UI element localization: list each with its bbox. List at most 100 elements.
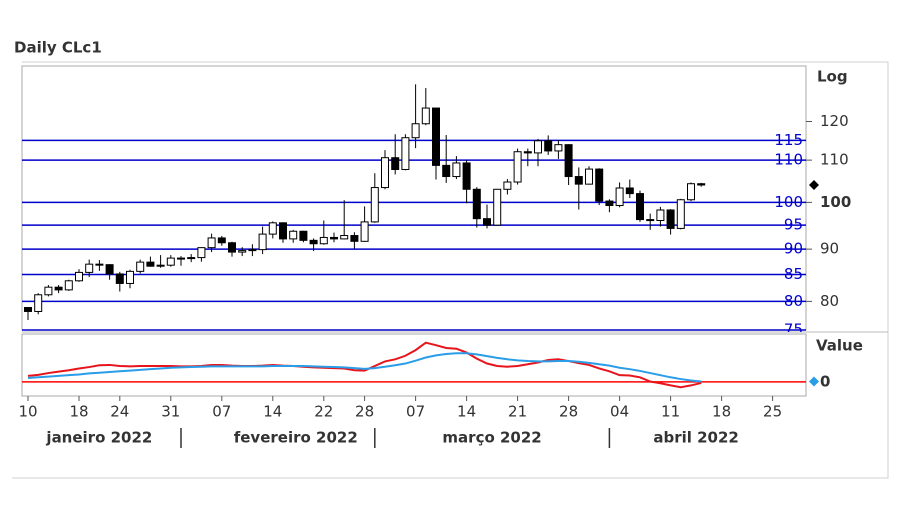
candle-body [177, 257, 185, 260]
candle-body [299, 230, 308, 241]
candle-body [564, 144, 573, 178]
candle-body [64, 280, 73, 291]
candle-body [636, 193, 644, 221]
last-value-marker [809, 376, 819, 387]
x-tick-label: 14 [263, 403, 282, 421]
y-tick-label: 120 [820, 112, 849, 130]
candle-body [452, 162, 461, 178]
candle-body [289, 230, 298, 240]
price-area: 75 80 85 90 95 100 110 115 80 90 100 110 120 [22, 84, 851, 332]
candle-body [523, 151, 532, 154]
y-tick-label: 110 [820, 151, 849, 169]
candle-body [34, 294, 43, 312]
candle-body [166, 257, 175, 266]
last-price-marker [809, 179, 819, 190]
candle-body [472, 188, 481, 220]
chart-title: Daily CLc1 [14, 39, 102, 57]
x-tick-label: 31 [161, 403, 180, 421]
oscillator-line [27, 341, 702, 389]
candle-body [370, 187, 379, 223]
level-label: 100 [774, 193, 803, 211]
level-label: 85 [784, 265, 803, 283]
oscillator-line [27, 352, 702, 383]
x-tick-label: 28 [559, 403, 578, 421]
candle-body [666, 209, 675, 229]
candle-body [462, 162, 471, 190]
x-tick-label: 14 [457, 403, 476, 421]
oscillator-panel [21, 333, 807, 397]
level-label: 80 [784, 292, 803, 310]
candle-body [687, 183, 695, 201]
candle-body [238, 250, 247, 253]
candle-body [115, 273, 124, 284]
candle-body [381, 157, 389, 189]
y-axis-label: Log [817, 68, 848, 86]
oscillator-area: 0 [22, 341, 830, 390]
level-label: 110 [774, 151, 803, 169]
candle-body [207, 237, 216, 249]
candle-body [268, 222, 277, 235]
y-tick-label: 90 [820, 240, 839, 258]
candle-body [24, 307, 32, 312]
candle-body [421, 107, 430, 125]
candle-body [217, 237, 226, 244]
level-label: 95 [784, 216, 803, 234]
candle-body [105, 264, 114, 275]
candle-body [554, 144, 563, 152]
candle-body [615, 187, 624, 207]
x-tick-label: 28 [355, 403, 374, 421]
candle-body [228, 242, 236, 253]
x-tick-label: 21 [508, 403, 527, 421]
candle-body [360, 221, 369, 242]
candle-body [401, 137, 410, 170]
candle-body [75, 271, 83, 282]
candle-body [493, 188, 502, 226]
candle-body [656, 209, 665, 221]
candle-body [574, 176, 583, 185]
candle-body [483, 218, 491, 226]
candle-body [442, 164, 451, 178]
candle-body [309, 239, 318, 245]
x-tick-label: 10 [18, 403, 37, 421]
y-tick-label: 80 [820, 292, 839, 310]
candle-body [187, 257, 196, 260]
x-tick-label: 25 [763, 403, 782, 421]
x-tick-label: 11 [661, 403, 680, 421]
x-tick-label: 18 [69, 403, 88, 421]
y-tick-label: 100 [820, 193, 851, 211]
candle-body [258, 233, 267, 251]
candle-body [544, 140, 553, 152]
candle-body [676, 199, 685, 229]
candle-body [319, 236, 328, 245]
candle-body [350, 235, 359, 242]
candle-body [391, 157, 400, 170]
x-axis: 10 18 24 31 07 14 22 28 07 14 21 28 04 11 18 25 janeiro … [18, 396, 782, 448]
candle-body [197, 247, 206, 259]
level-label: 90 [784, 240, 803, 258]
candle-body [330, 236, 338, 240]
month-label: janeiro 2022 [45, 429, 152, 447]
candle-body [156, 264, 165, 267]
candle-body [432, 107, 440, 166]
candle-body [54, 286, 63, 291]
candle-body [126, 270, 134, 284]
candle-body [279, 222, 287, 240]
x-tick-label: 04 [610, 403, 629, 421]
candle-body [646, 219, 655, 222]
candle-body [605, 200, 614, 207]
candle-body [85, 263, 94, 273]
x-tick-label: 07 [212, 403, 231, 421]
oscillator-axis-label: Value [816, 337, 863, 355]
candle-body [585, 168, 593, 185]
candle-body [503, 181, 512, 190]
candle-body [697, 183, 706, 186]
candle-body [411, 123, 420, 139]
x-tick-label: 07 [406, 403, 425, 421]
candle-body [595, 168, 604, 202]
candle-body [95, 263, 104, 266]
candle-body [248, 249, 257, 252]
month-label: fevereiro 2022 [234, 429, 358, 447]
candle-body [340, 235, 349, 240]
candle-body [44, 286, 53, 296]
